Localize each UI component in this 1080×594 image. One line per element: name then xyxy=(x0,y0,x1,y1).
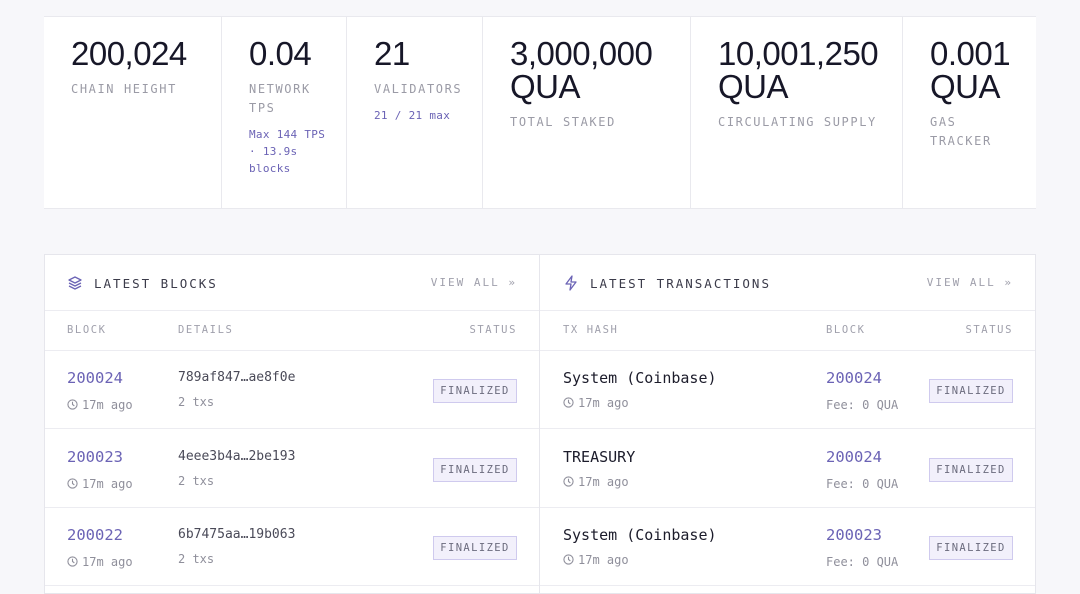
tx-hash[interactable]: System (Coinbase) xyxy=(563,526,717,544)
age-text: 17m ago xyxy=(578,553,629,567)
stat-note: Max 144 TPS · 13.9s blocks xyxy=(249,128,326,175)
block-link[interactable]: 200024 xyxy=(826,447,882,466)
stat-card: 3,000,000 QUA TOTAL STAKED xyxy=(483,17,691,208)
status-badge: FINALIZED xyxy=(433,379,517,403)
stat-value: 0.04 xyxy=(249,35,312,72)
status-badge: FINALIZED xyxy=(929,379,1013,403)
stat-label: VALIDATORS xyxy=(374,82,463,96)
stat-value: 10,001,250 QUA xyxy=(718,35,879,105)
age-text: 17m ago xyxy=(578,474,629,489)
column-header: BLOCK xyxy=(826,324,866,336)
block-hash[interactable]: 789af847…ae8f0e xyxy=(178,370,296,385)
panel-title: LATEST TRANSACTIONS xyxy=(590,276,771,291)
stat-value: 21 xyxy=(374,35,410,72)
tx-hash[interactable]: System (Coinbase) xyxy=(563,369,717,387)
layers-icon xyxy=(68,276,82,290)
divider xyxy=(540,506,1035,508)
view-all-link[interactable]: VIEW ALL » xyxy=(430,276,517,289)
stat-card: 200,024 CHAIN HEIGHT xyxy=(44,17,222,208)
stat-card: 0.04 NETWORK TPS Max 144 TPS · 13.9s block… xyxy=(222,17,347,208)
divider xyxy=(540,310,1035,311)
stat-note: 21 / 21 max xyxy=(374,109,451,122)
bolt-icon xyxy=(565,275,577,291)
divider xyxy=(45,428,539,429)
divider xyxy=(540,350,1035,351)
block-link[interactable]: 200024 xyxy=(67,369,123,387)
status-badge: FINALIZED xyxy=(433,457,517,482)
age-text: 17m ago xyxy=(82,555,133,569)
block-link[interactable]: 200022 xyxy=(67,526,123,544)
age: 17m ago xyxy=(67,477,133,491)
stat-label: NETWORK TPS xyxy=(249,82,311,115)
divider xyxy=(45,506,539,508)
stat-card: 21 VALIDATORS 21 / 21 max xyxy=(347,17,483,208)
tx-count: 2 txs xyxy=(178,473,215,488)
age-text: 17m ago xyxy=(82,476,133,491)
fee: Fee: 0 QUA xyxy=(826,555,899,569)
block-hash[interactable]: 6b7475aa…19b063 xyxy=(178,527,296,542)
age: 17m ago xyxy=(563,553,629,567)
age-text: 17m ago xyxy=(578,396,629,410)
age: 17m ago xyxy=(67,555,133,569)
column-header: BLOCK xyxy=(67,324,107,336)
stat-label: TOTAL STAKED xyxy=(510,115,616,129)
column-header: STATUS xyxy=(469,324,517,336)
divider xyxy=(45,350,539,351)
fee: Fee: 0 QUA xyxy=(826,398,899,412)
divider xyxy=(540,585,1035,586)
status-badge: FINALIZED xyxy=(929,457,1013,482)
stat-label: CHAIN HEIGHT xyxy=(71,82,177,96)
view-all-link[interactable]: VIEW ALL » xyxy=(926,276,1013,289)
column-header: DETAILS xyxy=(178,324,234,336)
fee: Fee: 0 QUA xyxy=(826,476,899,491)
status-badge: FINALIZED xyxy=(929,536,1013,560)
stat-value: 200,024 xyxy=(71,35,187,72)
stat-label: CIRCULATING SUPPLY xyxy=(718,115,877,129)
stat-value: 3,000,000 QUA xyxy=(510,35,653,105)
age: 17m ago xyxy=(563,475,629,489)
stats-bar: 200,024 CHAIN HEIGHT 0.04 NETWORK TPS Max 14… xyxy=(44,16,1036,209)
block-hash[interactable]: 4eee3b4a…2be193 xyxy=(178,448,296,464)
divider xyxy=(45,310,539,311)
panel-title: LATEST BLOCKS xyxy=(94,276,218,291)
age: 17m ago xyxy=(563,396,629,410)
block-link[interactable]: 200023 xyxy=(826,526,882,544)
column-header: TX HASH xyxy=(563,324,619,336)
column-header: STATUS xyxy=(965,324,1013,336)
tx-hash[interactable]: TREASURY xyxy=(563,447,636,466)
transactions-panel: LATEST TRANSACTIONS VIEW ALL » TX HASH BLOC… xyxy=(539,254,1036,594)
divider xyxy=(45,585,539,586)
stat-card: 10,001,250 QUA CIRCULATING SUPPLY xyxy=(691,17,903,208)
block-link[interactable]: 200024 xyxy=(826,369,882,387)
age-text: 17m ago xyxy=(82,398,133,412)
block-link[interactable]: 200023 xyxy=(67,447,123,466)
stat-card: 0.001 QUA GAS TRACKER xyxy=(903,17,1036,208)
blocks-panel: LATEST BLOCKS VIEW ALL » BLOCK DETAILS STATU… xyxy=(44,254,540,594)
stat-value: 0.001 QUA xyxy=(930,35,1011,105)
status-badge: FINALIZED xyxy=(433,536,517,560)
age: 17m ago xyxy=(67,398,133,412)
tx-count: 2 txs xyxy=(178,395,215,409)
stat-label: GAS TRACKER xyxy=(930,115,992,148)
tx-count: 2 txs xyxy=(178,552,215,566)
divider xyxy=(540,428,1035,429)
